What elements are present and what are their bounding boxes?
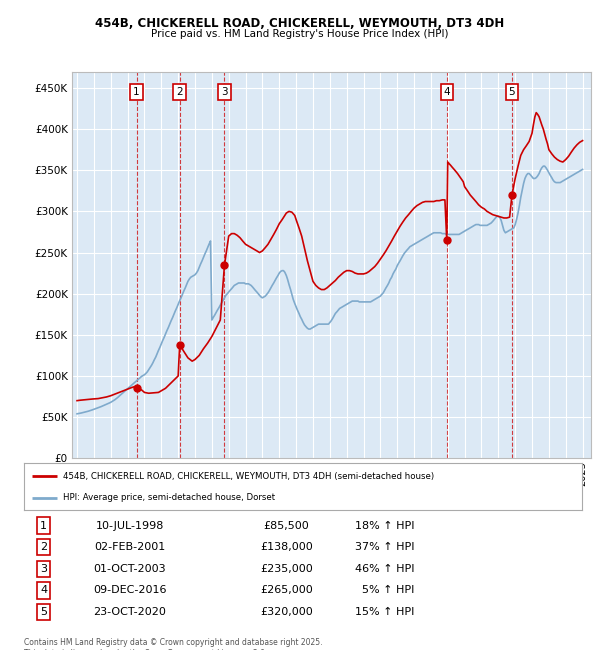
Text: 2: 2: [176, 87, 183, 97]
Text: 37% ↑ HPI: 37% ↑ HPI: [355, 542, 415, 552]
Text: 2: 2: [40, 542, 47, 552]
Text: HPI: Average price, semi-detached house, Dorset: HPI: Average price, semi-detached house,…: [63, 493, 275, 502]
Text: 3: 3: [40, 564, 47, 574]
Text: 18% ↑ HPI: 18% ↑ HPI: [355, 521, 415, 530]
Text: Price paid vs. HM Land Registry's House Price Index (HPI): Price paid vs. HM Land Registry's House …: [151, 29, 449, 39]
Text: 10-JUL-1998: 10-JUL-1998: [96, 521, 164, 530]
Text: 09-DEC-2016: 09-DEC-2016: [93, 586, 167, 595]
Text: 01-OCT-2003: 01-OCT-2003: [94, 564, 166, 574]
Text: 454B, CHICKERELL ROAD, CHICKERELL, WEYMOUTH, DT3 4DH: 454B, CHICKERELL ROAD, CHICKERELL, WEYMO…: [95, 17, 505, 30]
Text: £235,000: £235,000: [260, 564, 313, 574]
Text: 1: 1: [133, 87, 140, 97]
Text: 15% ↑ HPI: 15% ↑ HPI: [355, 607, 415, 617]
Text: 23-OCT-2020: 23-OCT-2020: [94, 607, 166, 617]
Text: Contains HM Land Registry data © Crown copyright and database right 2025.
This d: Contains HM Land Registry data © Crown c…: [24, 638, 323, 650]
Text: £85,500: £85,500: [263, 521, 309, 530]
Text: £265,000: £265,000: [260, 586, 313, 595]
Text: 5: 5: [40, 607, 47, 617]
Text: 5: 5: [509, 87, 515, 97]
Text: 02-FEB-2001: 02-FEB-2001: [94, 542, 166, 552]
Text: 1: 1: [40, 521, 47, 530]
Text: £138,000: £138,000: [260, 542, 313, 552]
Text: 454B, CHICKERELL ROAD, CHICKERELL, WEYMOUTH, DT3 4DH (semi-detached house): 454B, CHICKERELL ROAD, CHICKERELL, WEYMO…: [63, 472, 434, 480]
Text: 5% ↑ HPI: 5% ↑ HPI: [362, 586, 415, 595]
Text: 4: 4: [443, 87, 450, 97]
Text: 46% ↑ HPI: 46% ↑ HPI: [355, 564, 415, 574]
Text: £320,000: £320,000: [260, 607, 313, 617]
Text: 3: 3: [221, 87, 228, 97]
Text: 4: 4: [40, 586, 47, 595]
